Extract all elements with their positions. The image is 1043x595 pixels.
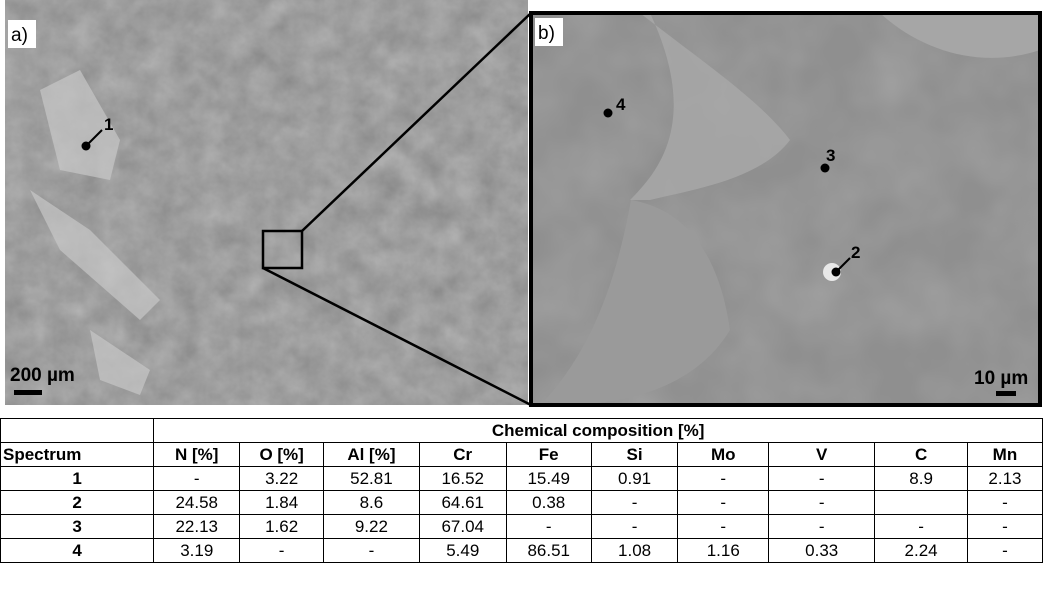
panel-b: b) 4 3 2 10 µm xyxy=(531,13,1040,405)
table-cell: 8.6 xyxy=(324,491,420,515)
scale-bar xyxy=(996,391,1016,396)
table-cell: - xyxy=(769,491,875,515)
table-cell: - xyxy=(967,491,1042,515)
table-cell: - xyxy=(154,467,240,491)
column-header: C xyxy=(875,443,968,467)
column-header: Mo xyxy=(678,443,769,467)
column-header: Mn xyxy=(967,443,1042,467)
table-cell: - xyxy=(678,491,769,515)
table-cell: - xyxy=(678,515,769,539)
marker-label: 4 xyxy=(616,95,626,114)
blank-cell xyxy=(1,419,154,443)
marker-label: 1 xyxy=(104,115,113,134)
table-cell: - xyxy=(591,491,678,515)
table-cell: - xyxy=(240,539,324,563)
column-header: Spectrum xyxy=(1,443,154,467)
table-cell: 0.38 xyxy=(506,491,591,515)
marker-label: 2 xyxy=(851,243,860,262)
marker-label: 3 xyxy=(826,146,835,165)
table-cell: 52.81 xyxy=(324,467,420,491)
figure: a) 1 200 µm b) 4 3 2 10 µm xyxy=(0,0,1043,412)
table-cell: - xyxy=(506,515,591,539)
row-header: 4 xyxy=(1,539,154,563)
table-cell: 22.13 xyxy=(154,515,240,539)
table-cell: 24.58 xyxy=(154,491,240,515)
table-cell: 3.19 xyxy=(154,539,240,563)
table-cell: 0.91 xyxy=(591,467,678,491)
table-cell: - xyxy=(875,515,968,539)
column-header: N [%] xyxy=(154,443,240,467)
column-header: O [%] xyxy=(240,443,324,467)
table-cell: 16.52 xyxy=(419,467,506,491)
table-cell: 1.16 xyxy=(678,539,769,563)
column-header: Si xyxy=(591,443,678,467)
table-cell: 64.61 xyxy=(419,491,506,515)
row-header: 3 xyxy=(1,515,154,539)
row-header: 2 xyxy=(1,491,154,515)
scale-bar-label: 10 µm xyxy=(974,368,1028,389)
row-header: 1 xyxy=(1,467,154,491)
table-cell: - xyxy=(678,467,769,491)
table-cell: - xyxy=(769,467,875,491)
table-cell: 0.33 xyxy=(769,539,875,563)
table-cell: - xyxy=(967,515,1042,539)
page: a) 1 200 µm b) 4 3 2 10 µm Chemical comp… xyxy=(0,0,1043,595)
table-cell: 3.22 xyxy=(240,467,324,491)
table-cell: 1.08 xyxy=(591,539,678,563)
column-header: Fe xyxy=(506,443,591,467)
group-header: Chemical composition [%] xyxy=(154,419,1043,443)
sem-texture xyxy=(5,0,528,405)
panel-label: b) xyxy=(538,23,555,44)
table-cell: - xyxy=(591,515,678,539)
table-cell: 1.62 xyxy=(240,515,324,539)
table-cell: 1.84 xyxy=(240,491,324,515)
table-cell: 2.24 xyxy=(875,539,968,563)
marker-dot xyxy=(604,109,613,118)
table-cell: 9.22 xyxy=(324,515,420,539)
scale-bar xyxy=(14,390,42,395)
panel-label: a) xyxy=(11,25,28,46)
table-cell: - xyxy=(324,539,420,563)
table-cell: 15.49 xyxy=(506,467,591,491)
column-header: Al [%] xyxy=(324,443,420,467)
table-cell: 2.13 xyxy=(967,467,1042,491)
table-cell: 67.04 xyxy=(419,515,506,539)
table-cell: - xyxy=(769,515,875,539)
table-cell: 86.51 xyxy=(506,539,591,563)
table-cell: 5.49 xyxy=(419,539,506,563)
column-header: Cr xyxy=(419,443,506,467)
table-cell: - xyxy=(967,539,1042,563)
panel-a: a) 1 200 µm xyxy=(5,0,528,405)
scale-bar-label: 200 µm xyxy=(10,365,75,386)
table-cell xyxy=(875,491,968,515)
column-header: V xyxy=(769,443,875,467)
table-cell: 8.9 xyxy=(875,467,968,491)
header-row: Chemical composition [%] xyxy=(1,419,1043,443)
